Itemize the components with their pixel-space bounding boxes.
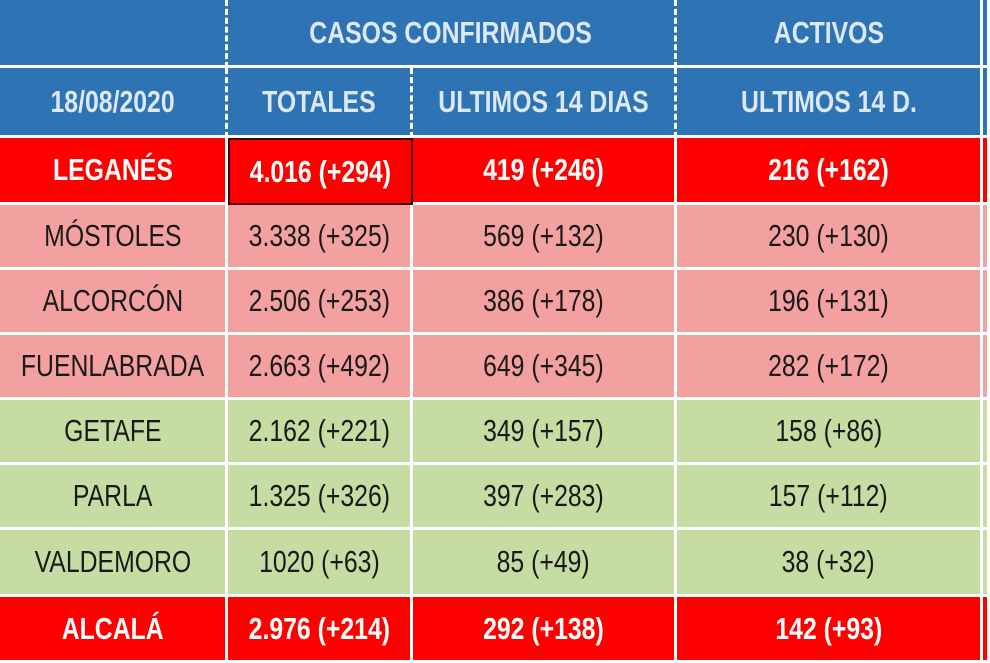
data-cell: 349 (+157) (413, 400, 677, 465)
group-title: ACTIVOS (677, 0, 983, 68)
data-cell: 2.506 (+253) (228, 270, 413, 335)
cell-text: 2.663 (+492) (248, 348, 390, 383)
cell-text: 397 (+283) (483, 478, 604, 513)
data-cell: 85 (+49) (413, 530, 677, 597)
edge (983, 205, 990, 270)
cell-text: 157 (+112) (769, 478, 888, 513)
cell-text: PARLA (72, 478, 153, 513)
edge (983, 68, 990, 138)
column-header: TOTALES (228, 68, 413, 138)
cell-text: TOTALES (262, 83, 376, 119)
row-label: LEGANÉS (0, 138, 228, 205)
data-cell: 419 (+246) (413, 138, 677, 205)
edge (983, 0, 990, 68)
cell-text: 4.016 (+294) (249, 153, 392, 189)
group-title: CASOS CONFIRMADOS (228, 0, 677, 68)
data-cell: 569 (+132) (413, 205, 677, 270)
data-cell: 38 (+32) (677, 530, 983, 597)
cell-text: 282 (+172) (768, 348, 889, 383)
data-cell: 1.325 (+326) (228, 465, 413, 530)
cell-text: 2.976 (+214) (248, 610, 390, 646)
row-label: ALCALÁ (0, 597, 228, 663)
row-label: ALCORCÓN (0, 270, 228, 335)
cell-text: 349 (+157) (483, 413, 604, 448)
cell-text: 158 (+86) (775, 413, 882, 448)
column-header: ULTIMOS 14 D. (677, 68, 983, 138)
cell-text: 292 (+138) (483, 610, 604, 646)
data-cell: 196 (+131) (677, 270, 983, 335)
cell-text: 18/08/2020 (50, 83, 175, 119)
data-cell: 158 (+86) (677, 400, 983, 465)
data-cell: 397 (+283) (413, 465, 677, 530)
date-header: 18/08/2020 (0, 68, 228, 138)
row-label: VALDEMORO (0, 530, 228, 597)
edge (983, 465, 990, 530)
row-label: PARLA (0, 465, 228, 530)
data-cell: 649 (+345) (413, 335, 677, 400)
cell-text: 569 (+132) (483, 218, 604, 253)
row-label: FUENLABRADA (0, 335, 228, 400)
cell-text: ULTIMOS 14 D. (740, 83, 917, 119)
cell-text: CASOS CONFIRMADOS (309, 14, 593, 50)
data-cell: 2.976 (+214) (228, 597, 413, 663)
edge (983, 400, 990, 465)
cell-text: 230 (+130) (768, 218, 889, 253)
data-cell: 230 (+130) (677, 205, 983, 270)
cell-text: ULTIMOS 14 DIAS (438, 83, 649, 119)
data-cell: 1020 (+63) (228, 530, 413, 597)
header-blank (0, 0, 228, 68)
cell-text: ACTIVOS (773, 14, 884, 50)
data-cell: 292 (+138) (413, 597, 677, 663)
cell-text: 1.325 (+326) (248, 478, 390, 513)
cell-text: 2.162 (+221) (248, 413, 390, 448)
cell-text: 216 (+162) (768, 152, 889, 187)
cell-text: 3.338 (+325) (248, 218, 390, 253)
cell-text: 38 (+32) (781, 544, 876, 579)
data-cell: 2.162 (+221) (228, 400, 413, 465)
cell-text: 419 (+246) (483, 152, 604, 187)
data-cell: 216 (+162) (677, 138, 983, 205)
cell-text: 1020 (+63) (258, 544, 380, 579)
edge (983, 138, 990, 205)
data-cell: 386 (+178) (413, 270, 677, 335)
cell-text: FUENLABRADA (20, 348, 205, 383)
cell-text: 196 (+131) (768, 283, 889, 318)
column-header: ULTIMOS 14 DIAS (413, 68, 677, 138)
data-cell: 2.663 (+492) (228, 335, 413, 400)
cell-text: VALDEMORO (34, 544, 191, 579)
cell-text: ALCALÁ (61, 610, 164, 646)
cell-text: 649 (+345) (483, 348, 604, 383)
cell-text: GETAFE (63, 413, 162, 448)
cell-text: ALCORCÓN (42, 283, 183, 318)
row-label: GETAFE (0, 400, 228, 465)
data-cell: 142 (+93) (677, 597, 983, 663)
edge (983, 597, 990, 663)
data-cell: 157 (+112) (677, 465, 983, 530)
cell-text: LEGANÉS (52, 152, 173, 187)
cell-text: 85 (+49) (496, 544, 591, 579)
cell-text: 386 (+178) (483, 283, 604, 318)
edge (983, 270, 990, 335)
edge (983, 335, 990, 400)
cell-text: MÓSTOLES (43, 218, 182, 253)
data-cell: 3.338 (+325) (228, 205, 413, 270)
data-cell: 282 (+172) (677, 335, 983, 400)
edge (983, 530, 990, 597)
data-cell: 4.016 (+294) (228, 138, 413, 205)
cell-text: 2.506 (+253) (248, 283, 390, 318)
row-label: MÓSTOLES (0, 205, 228, 270)
cell-text: 142 (+93) (775, 610, 882, 646)
